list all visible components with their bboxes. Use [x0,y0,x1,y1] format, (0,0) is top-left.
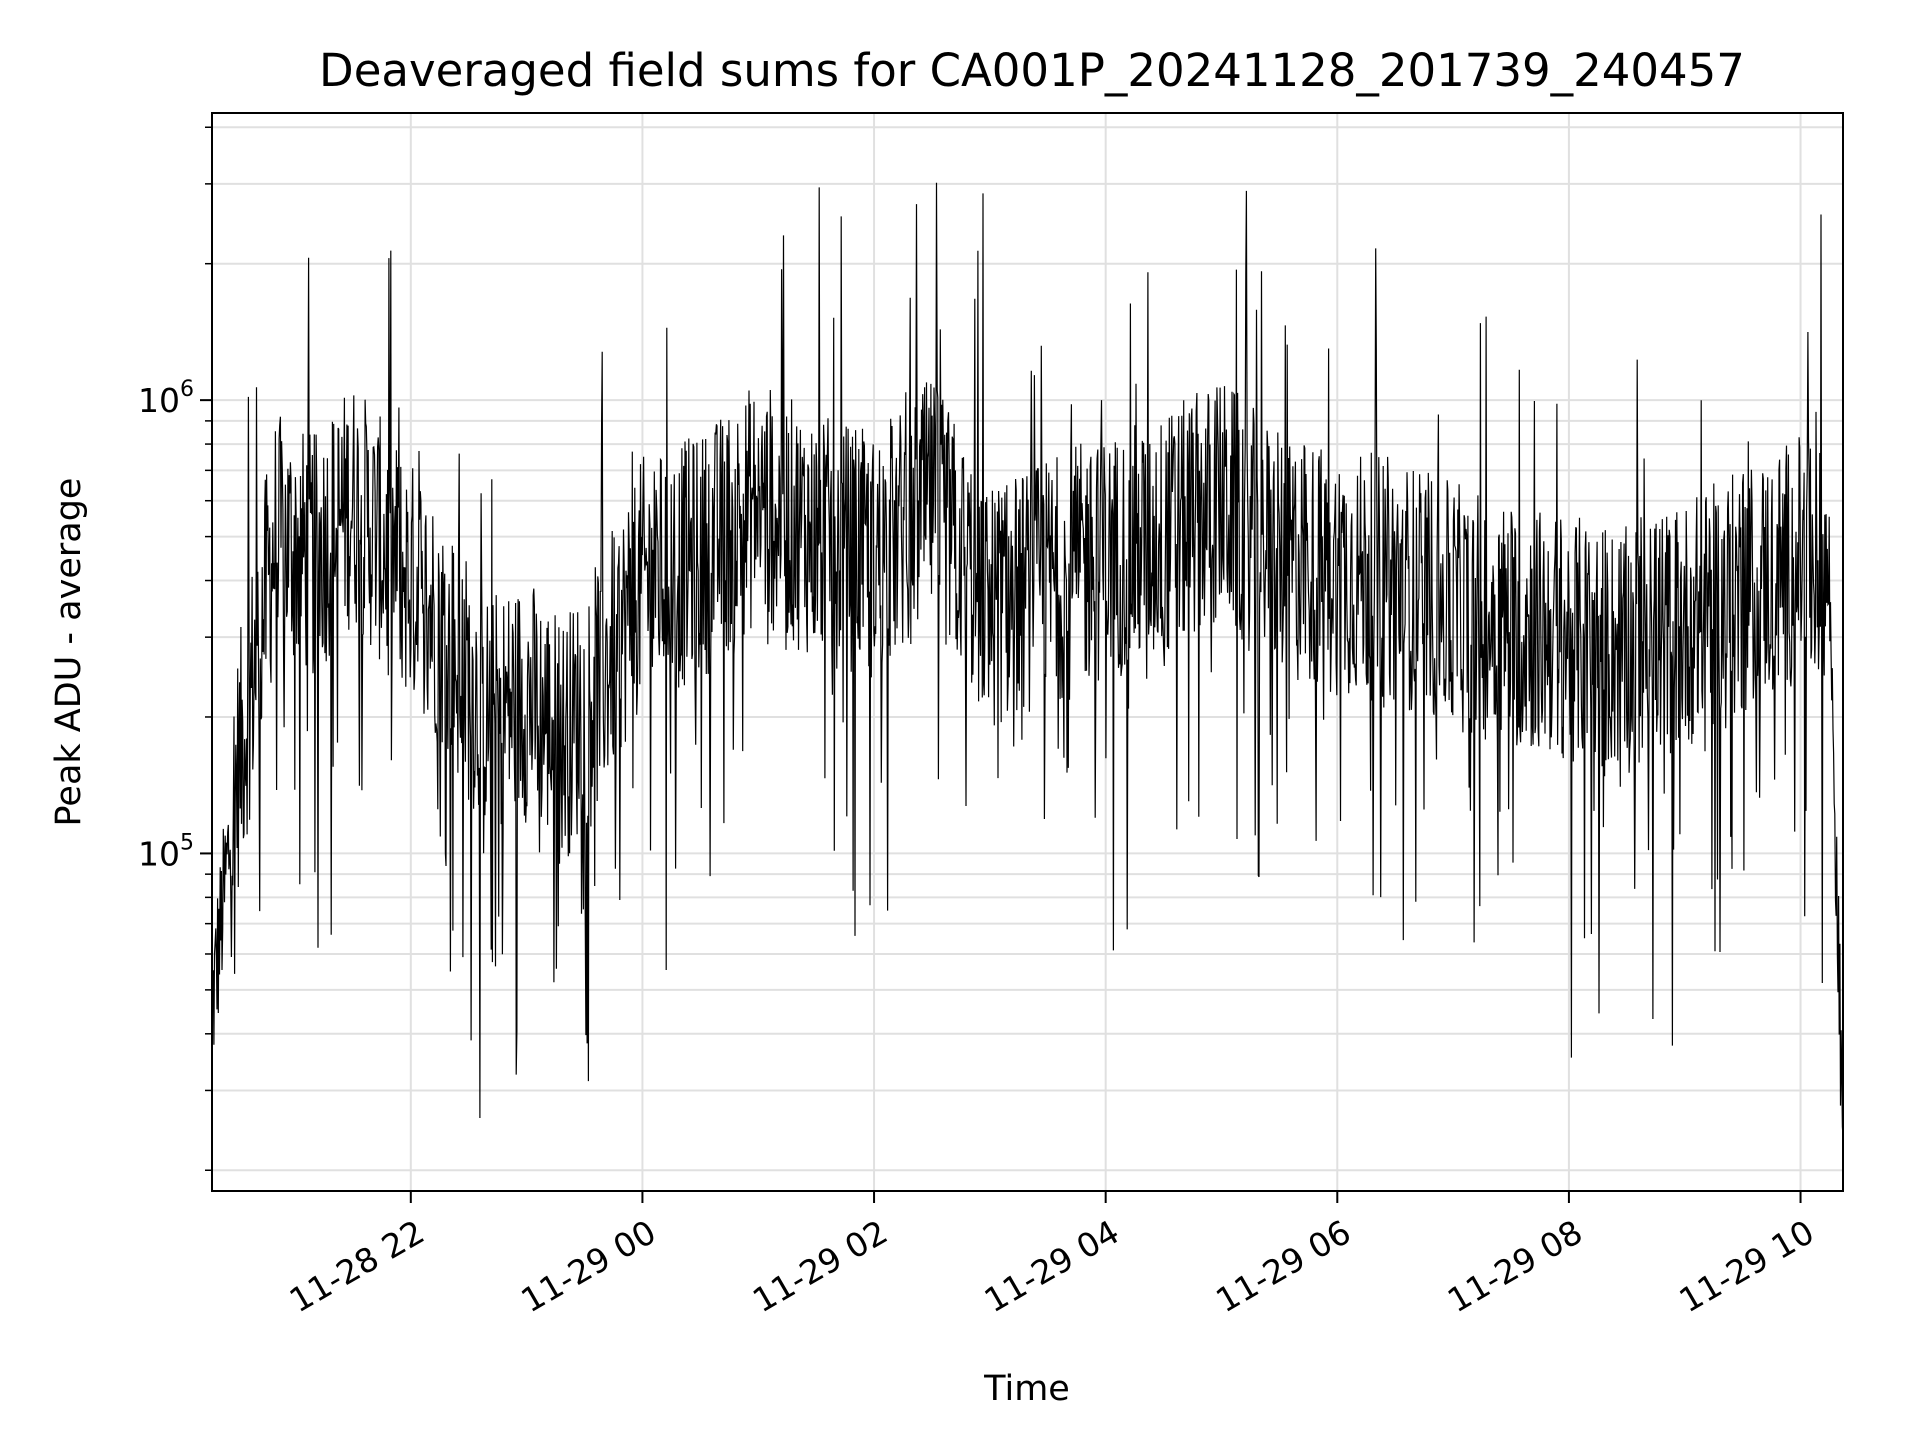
plot-area [211,182,1844,1137]
x-axis-label: Time [983,1369,1070,1409]
series-line [211,182,1844,1137]
chart-title: Deaveraged field sums for CA001P_2024112… [319,44,1745,97]
y-tick-label: 105 [138,830,194,873]
y-axis-label: Peak ADU - average [49,478,89,827]
y-tick-label: 106 [138,377,194,420]
plot-frame [211,112,1844,1192]
